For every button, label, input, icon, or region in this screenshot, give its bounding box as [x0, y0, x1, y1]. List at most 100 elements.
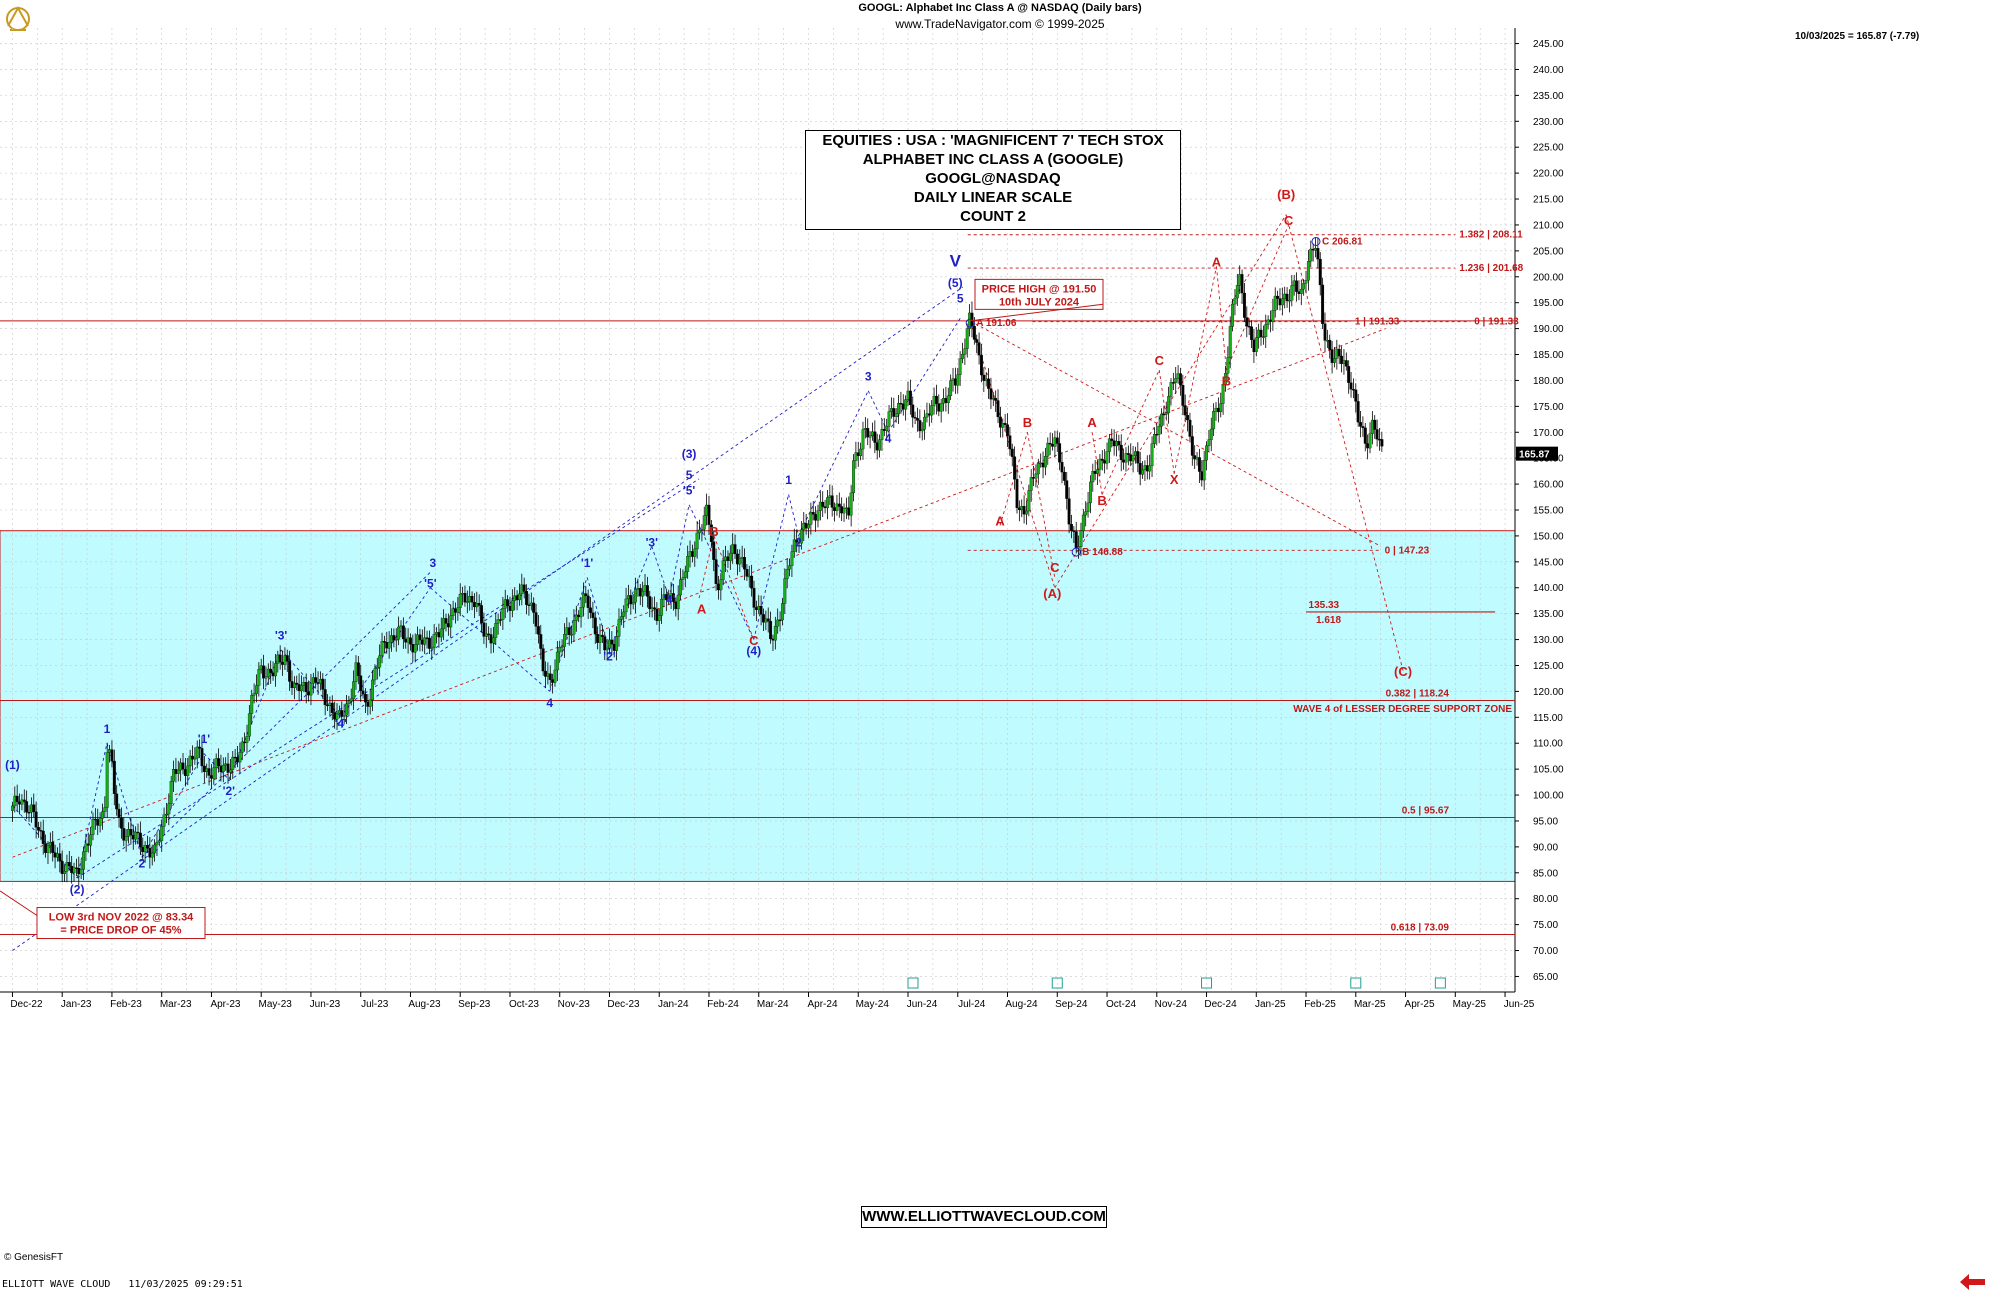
candle-body [584, 593, 588, 597]
candle-body [276, 654, 280, 664]
wave-label-blue: (3) [682, 447, 697, 461]
candle-body [738, 558, 742, 565]
candle-body [41, 830, 45, 844]
x-tick-label: May-23 [259, 999, 293, 1010]
candle-body [581, 593, 585, 608]
candle-body [591, 612, 595, 618]
candle-body [982, 374, 986, 381]
candle-body [371, 679, 375, 701]
candle-body [183, 769, 187, 776]
candle-body [217, 758, 221, 767]
candle-body [719, 579, 723, 591]
candle-body [1131, 455, 1135, 462]
candle-body [994, 398, 998, 401]
fib-label: 0.618 | 73.09 [1391, 923, 1450, 934]
candle-body [314, 677, 318, 683]
candle-body [91, 818, 95, 835]
candle-body [198, 746, 202, 749]
candle-body [214, 758, 218, 768]
wave-label-blue: (4) [746, 644, 761, 658]
candle-body [1188, 419, 1192, 437]
candle-body [785, 569, 789, 579]
candle-body [1347, 366, 1351, 383]
candle-body [119, 817, 123, 829]
candle-body [1276, 295, 1280, 299]
candle-body [1233, 297, 1237, 305]
candle-body [951, 378, 955, 381]
candle-body [1292, 280, 1296, 286]
candle-body [1162, 413, 1166, 416]
candle-body [212, 767, 216, 779]
candle-body [164, 813, 168, 816]
candle-body [1375, 429, 1379, 440]
fib-label: 0.5 | 95.67 [1402, 805, 1450, 816]
candle-body [859, 448, 863, 456]
candle-body [22, 799, 26, 802]
candle-body [1027, 490, 1031, 512]
x-tick-label: Jan-25 [1255, 999, 1286, 1010]
wave-label-blue: '2' [603, 649, 616, 663]
candle-body [60, 861, 64, 874]
wave-label-red: (A) [1043, 586, 1061, 601]
candle-body [1295, 280, 1299, 292]
info-line: GOOGL@NASDAQ [925, 170, 1061, 187]
candle-body [454, 608, 457, 613]
y-tick-label: 230.00 [1533, 117, 1564, 128]
x-tick-label: Aug-24 [1005, 999, 1038, 1010]
x-tick-label: Apr-24 [807, 999, 837, 1010]
candle-body [873, 431, 877, 443]
candle-body [146, 845, 149, 849]
candle-body [435, 632, 438, 635]
candle-body [1202, 459, 1206, 481]
candle-body [539, 634, 543, 649]
candle-body [596, 634, 600, 643]
wave-line [1101, 369, 1160, 495]
candle-body [1269, 319, 1272, 322]
candle-body [991, 398, 995, 400]
info-line: COUNT 2 [960, 208, 1026, 225]
candle-body [868, 435, 872, 438]
candle-body [643, 585, 647, 592]
x-tick-label: Jul-23 [361, 999, 389, 1010]
candle-body [780, 603, 784, 621]
y-tick-label: 130.00 [1533, 635, 1564, 646]
candle-body [446, 623, 450, 628]
candle-body [1088, 481, 1092, 504]
candle-body [1115, 441, 1118, 447]
candle-body [712, 541, 716, 560]
candle-body [1380, 439, 1384, 447]
candle-body [349, 698, 353, 702]
info-line: DAILY LINEAR SCALE [913, 189, 1073, 206]
candle-body [818, 501, 822, 511]
candle-body [39, 830, 43, 832]
candle-body [200, 748, 204, 767]
candle-body [996, 400, 1000, 418]
candle-body [1029, 477, 1033, 491]
candle-body [937, 403, 941, 412]
candle-body [788, 565, 791, 570]
candle-body [84, 843, 88, 852]
candle-body [1264, 324, 1268, 337]
candle-body [390, 635, 393, 643]
cycle-marker-icon [907, 977, 919, 989]
candle-body [463, 593, 467, 603]
candle-body [1186, 415, 1190, 421]
candle-body [105, 752, 109, 808]
candle-body [636, 588, 640, 590]
candle-body [622, 611, 626, 617]
y-tick-label: 95.00 [1533, 816, 1558, 827]
candle-body [840, 506, 844, 514]
wave-label-blue: '4' [335, 717, 348, 731]
candle-body [1299, 288, 1303, 294]
x-tick-label: Jan-24 [658, 999, 689, 1010]
candle-body [821, 501, 825, 507]
candle-body [1148, 465, 1152, 472]
y-tick-label: 155.00 [1533, 506, 1564, 517]
candle-body [257, 669, 261, 686]
candle-body [451, 608, 455, 616]
candle-body [328, 702, 332, 706]
source-mark: © GenesisFT [4, 1252, 64, 1263]
candle-body [1145, 465, 1149, 472]
y-tick-label: 180.00 [1533, 376, 1564, 387]
